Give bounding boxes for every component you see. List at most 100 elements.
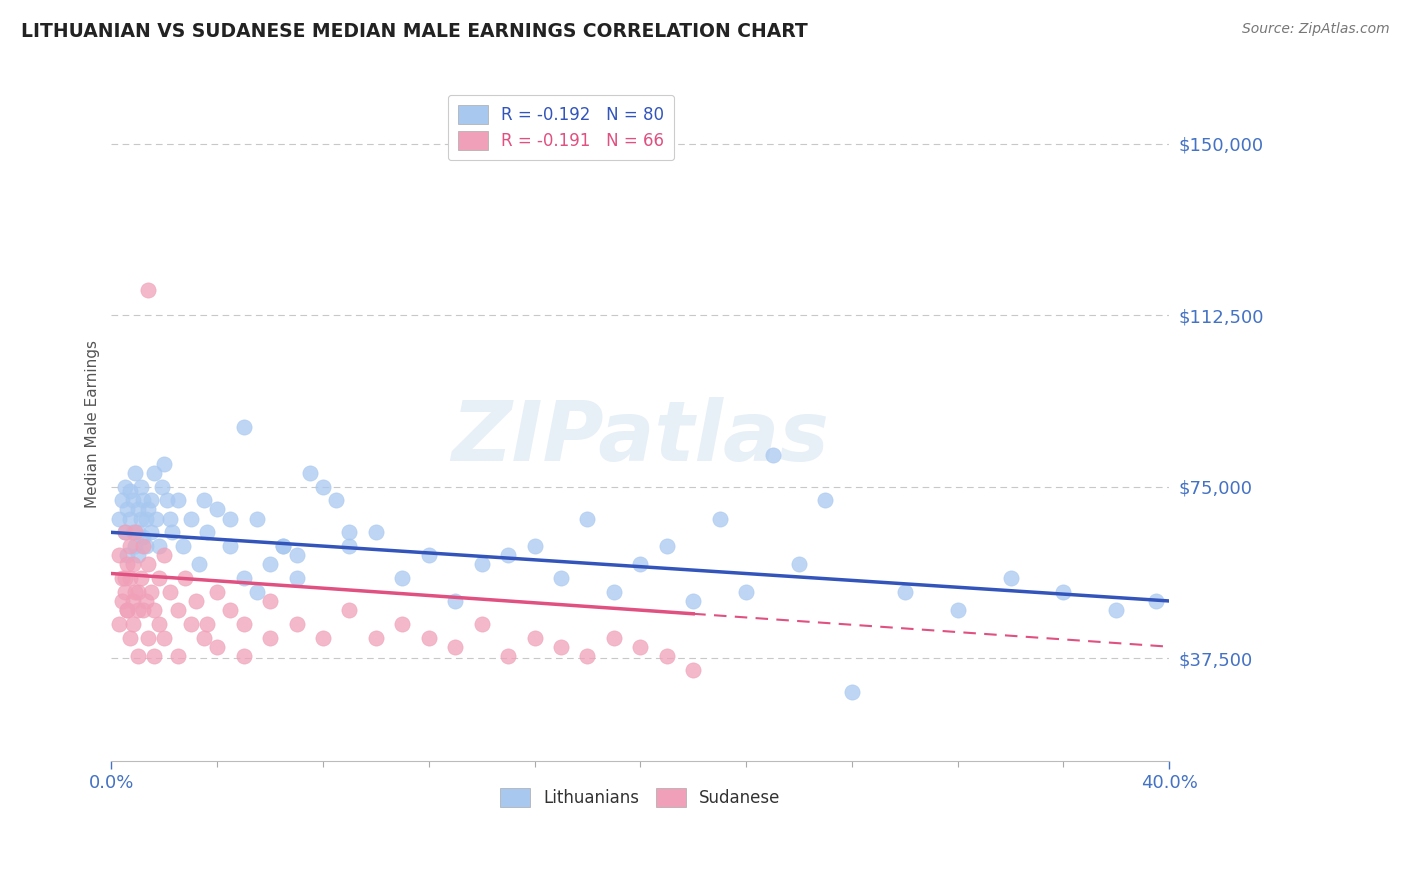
Point [195,525,218,540]
Point [655,648,678,663]
Point [628,640,651,654]
Point [172,539,194,553]
Point [682,594,704,608]
Point [682,663,704,677]
Point [111,594,134,608]
Point [391,571,413,585]
Point [418,548,440,562]
Point [114,571,136,585]
Point [787,558,810,572]
Point [184,594,207,608]
Point [391,616,413,631]
Point [135,594,157,608]
Point [550,571,572,585]
Point [127,525,149,540]
Point [174,571,197,585]
Point [127,584,149,599]
Point [132,539,155,553]
Point [312,631,335,645]
Point [946,603,969,617]
Point [205,640,228,654]
Point [364,631,387,645]
Text: LITHUANIAN VS SUDANESE MEDIAN MALE EARNINGS CORRELATION CHART: LITHUANIAN VS SUDANESE MEDIAN MALE EARNI… [21,22,808,41]
Point [159,584,181,599]
Point [285,548,308,562]
Point [325,493,347,508]
Text: Source: ZipAtlas.com: Source: ZipAtlas.com [1241,22,1389,37]
Point [339,525,361,540]
Point [444,640,467,654]
Point [118,571,141,585]
Point [139,584,162,599]
Point [121,616,143,631]
Point [121,493,143,508]
Point [127,502,149,516]
Point [550,640,572,654]
Point [232,616,254,631]
Point [127,648,149,663]
Point [180,511,202,525]
Point [496,548,519,562]
Point [145,511,167,525]
Point [114,525,136,540]
Legend: Lithuanians, Sudanese: Lithuanians, Sudanese [494,780,787,814]
Y-axis label: Median Male Earnings: Median Male Earnings [86,340,100,508]
Point [205,502,228,516]
Point [312,480,335,494]
Point [135,511,157,525]
Point [117,603,139,617]
Point [1052,584,1074,599]
Point [114,525,136,540]
Point [129,511,152,525]
Point [841,685,863,699]
Point [709,511,731,525]
Point [205,584,228,599]
Point [193,493,215,508]
Point [364,525,387,540]
Point [132,603,155,617]
Point [138,502,160,516]
Point [603,584,626,599]
Point [603,631,626,645]
Point [471,558,494,572]
Point [655,539,678,553]
Point [153,631,176,645]
Point [117,548,139,562]
Point [117,502,139,516]
Point [259,631,281,645]
Point [127,603,149,617]
Point [761,448,783,462]
Point [298,466,321,480]
Point [195,616,218,631]
Point [628,558,651,572]
Point [246,511,269,525]
Point [117,558,139,572]
Point [523,539,546,553]
Point [271,539,294,553]
Text: ZIPatlas: ZIPatlas [451,397,830,478]
Point [153,548,176,562]
Point [150,480,173,494]
Point [118,484,141,499]
Point [114,480,136,494]
Point [132,493,155,508]
Point [108,616,131,631]
Point [127,548,149,562]
Point [735,584,758,599]
Point [156,493,179,508]
Point [166,493,188,508]
Point [159,511,181,525]
Point [576,511,599,525]
Point [114,584,136,599]
Point [339,539,361,553]
Point [219,539,242,553]
Point [138,558,160,572]
Point [121,558,143,572]
Point [444,594,467,608]
Point [142,648,165,663]
Point [232,648,254,663]
Point [187,558,209,572]
Point [108,511,131,525]
Point [496,648,519,663]
Point [124,466,146,480]
